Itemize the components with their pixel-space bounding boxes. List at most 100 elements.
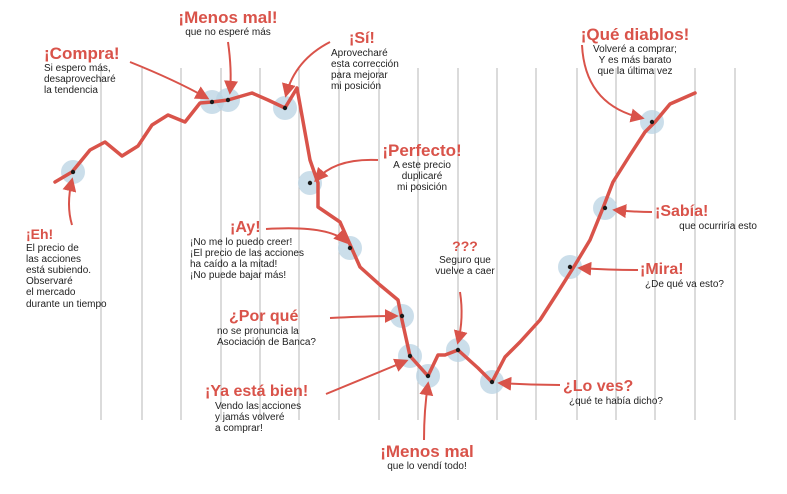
desc-line: que no esperé más — [185, 27, 271, 39]
desc-line: A este precio — [393, 160, 451, 172]
annotation-eh: ¡Eh! El precio de las acciones está subi… — [26, 226, 107, 310]
annotation-perfecto-title: ¡Perfecto! — [382, 141, 462, 160]
arrow-perfecto — [314, 158, 379, 183]
arrow-ay — [265, 227, 348, 245]
annotation-ay-desc: ¡No me lo puedo creer! ¡El precio de las… — [190, 237, 304, 282]
desc-line: para mejorar — [331, 70, 388, 82]
desc-line: Volveré a comprar; — [593, 44, 677, 56]
point-dot — [399, 313, 405, 319]
desc-line: ha caído a la mitad! — [190, 259, 278, 271]
desc-line: Asociación de Banca? — [217, 337, 316, 349]
annotation-eh-title: ¡Eh! — [26, 226, 54, 242]
desc-line: que la última vez — [597, 66, 673, 78]
desc-line: Aprovecharé — [331, 47, 388, 59]
desc-line: esta corrección — [331, 59, 399, 71]
point-dot — [455, 347, 461, 353]
point-dot — [282, 105, 288, 111]
annotation-question-title: ??? — [452, 238, 478, 254]
vertical-gridlines — [100, 68, 736, 420]
annotation-que-diablos-title: ¡Qué diablos! — [580, 25, 690, 44]
annotation-perfecto-desc: A este precio duplicaré mi posición — [372, 160, 472, 194]
annotation-ya-esta-bien-desc: Vendo las acciones y jamás volveré a com… — [215, 401, 308, 435]
arrow-menos-mal-top — [224, 41, 238, 95]
annotation-sabia-title: ¡Sabía! — [655, 203, 709, 220]
desc-line: ¡No puede bajar más! — [190, 270, 287, 282]
annotation-ya-esta-bien-title: ¡Ya está bien! — [205, 383, 309, 400]
desc-line: Observaré — [26, 276, 73, 288]
desc-line: está subiendo. — [26, 265, 92, 277]
annotation-menos-mal-top: ¡Menos mal! que no esperé más — [163, 8, 293, 38]
annotation-menos-mal-bottom: ¡Menos mal que lo vendí todo! — [362, 442, 492, 472]
desc-line: Vendo las acciones — [215, 400, 302, 412]
desc-line: las acciones — [26, 253, 82, 265]
desc-line: Seguro que — [439, 254, 491, 266]
annotation-question: ??? Seguro que vuelve a caer — [425, 238, 505, 277]
point-dot — [209, 99, 215, 105]
annotation-que-diablos-desc: Volveré a comprar; Y es más barato que l… — [570, 44, 700, 78]
annotation-compra-desc: Si espero más, desaprovecharé la tendenc… — [44, 63, 120, 97]
annotation-que-diablos: ¡Qué diablos! Volveré a comprar; Y es má… — [570, 25, 700, 78]
annotation-si-title: ¡Sí! — [349, 30, 375, 47]
arrow-mira — [577, 261, 639, 276]
desc-line: desaprovecharé — [44, 74, 116, 86]
arrow-question — [453, 291, 468, 345]
annotation-menos-mal-top-desc: que no esperé más — [163, 27, 293, 38]
desc-line: vuelve a caer — [435, 265, 495, 277]
point-dot — [602, 205, 608, 211]
arrow-que-diablos — [581, 44, 645, 123]
desc-line: Y es más barato — [598, 55, 672, 67]
annotation-arrows — [62, 41, 653, 441]
point-dot — [649, 119, 655, 125]
desc-line: y jamás volveré — [215, 412, 285, 424]
annotation-menos-mal-top-title: ¡Menos mal! — [178, 8, 278, 27]
annotation-ay: ¡Ay! ¡No me lo puedo creer! ¡El precio d… — [190, 219, 304, 282]
desc-line: mi posición — [396, 182, 448, 194]
price-line — [53, 86, 697, 384]
annotation-perfecto: ¡Perfecto! A este precio duplicaré mi po… — [372, 141, 472, 194]
desc-line: duplicaré — [401, 171, 443, 183]
arrow-sabia — [612, 204, 653, 219]
annotation-lo-ves-desc: ¿qué te había dicho? — [569, 396, 663, 407]
desc-line: mi posición — [331, 81, 382, 93]
annotation-compra: ¡Compra! Si espero más, desaprovecharé l… — [44, 44, 120, 97]
desc-line: que ocurriría esto — [679, 220, 757, 232]
highlight-circles — [61, 88, 664, 394]
annotation-si-desc: Aprovecharé esta corrección para mejorar… — [331, 48, 399, 93]
point-dot — [70, 169, 76, 175]
arrow-si — [282, 41, 331, 98]
desc-line: Si espero más, — [44, 63, 111, 75]
annotation-lo-ves: ¿Lo ves? ¿qué te había dicho? — [563, 378, 663, 407]
point-dot — [307, 180, 313, 186]
annotation-mira-title: ¡Mira! — [640, 261, 684, 278]
arrow-eh — [62, 177, 77, 226]
annotation-por-que-desc: no se pronuncia la Asociación de Banca? — [217, 326, 316, 348]
arrow-compra — [129, 61, 210, 100]
arrow-menos-mal-bottom — [419, 381, 434, 441]
annotation-ay-title: ¡Ay! — [230, 219, 261, 236]
annotation-por-que: ¿Por qué no se pronuncia la Asociación d… — [217, 308, 316, 348]
annotation-sabia-desc: que ocurriría esto — [655, 221, 757, 232]
desc-line: el mercado — [26, 287, 76, 299]
point-dot — [347, 245, 353, 251]
annotation-eh-desc: El precio de las acciones está subiendo.… — [26, 243, 107, 310]
desc-line: ¡No me lo puedo creer! — [190, 236, 293, 248]
desc-line: ¡El precio de las acciones — [190, 248, 304, 260]
arrow-lo-ves — [497, 376, 561, 391]
annotation-mira-desc: ¿De qué va esto? — [645, 279, 724, 290]
point-dot — [489, 379, 495, 385]
point-dot — [425, 373, 431, 379]
desc-line: que lo vendí todo! — [387, 461, 467, 473]
desc-line: El precio de — [26, 242, 79, 254]
point-dot — [407, 353, 413, 359]
desc-line: la tendencia — [44, 85, 98, 97]
arrow-ya-esta-bien — [325, 358, 409, 395]
annotation-mira: ¡Mira! ¿De qué va esto? — [640, 261, 724, 290]
annotation-por-que-title: ¿Por qué — [229, 308, 299, 325]
point-dot — [567, 264, 573, 270]
desc-line: no se pronuncia la — [217, 325, 299, 337]
annotation-sabia: ¡Sabía! que ocurriría esto — [655, 203, 757, 232]
annotation-compra-title: ¡Compra! — [44, 44, 120, 63]
annotation-menos-mal-bottom-desc: que lo vendí todo! — [362, 461, 492, 472]
point-markers — [70, 97, 655, 385]
